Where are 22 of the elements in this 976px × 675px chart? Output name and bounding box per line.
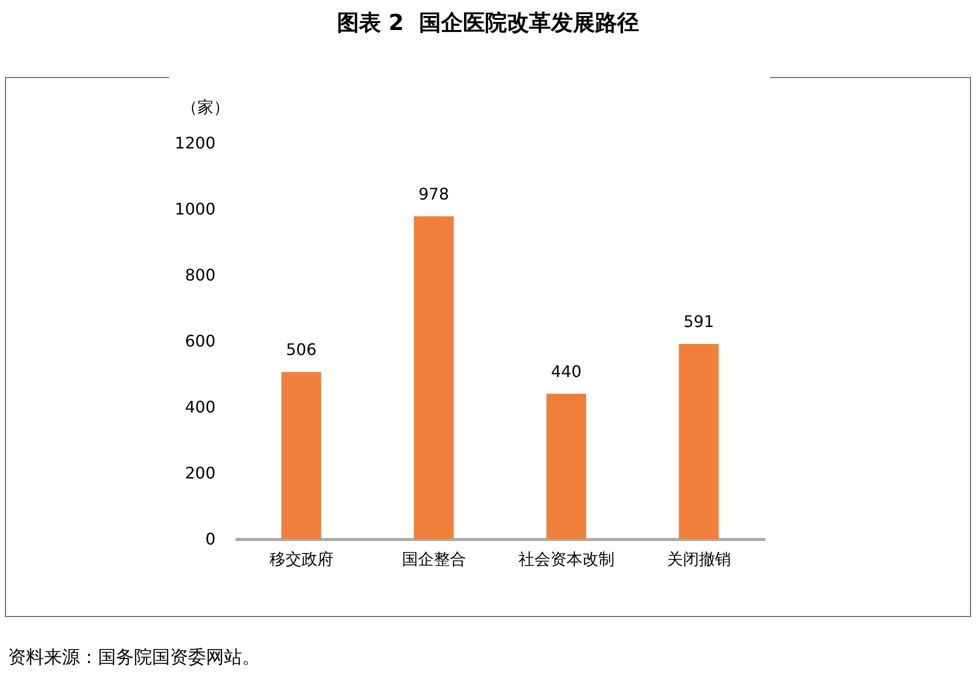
y-tick-label: 800: [184, 266, 216, 284]
x-tick-label: 关闭撤销: [666, 550, 731, 568]
y-axis-title: （家）: [182, 98, 230, 116]
x-tick-label: 国企整合: [402, 550, 466, 568]
y-tick-label: 1200: [174, 134, 216, 152]
bar: [414, 216, 454, 539]
y-tick-label: 1000: [174, 200, 216, 218]
y-tick-label: 600: [184, 332, 216, 350]
y-tick-label: 200: [184, 464, 216, 482]
chart-title: 图表 2 国企医院改革发展路径: [336, 10, 640, 38]
x-tick-label: 社会资本改制: [518, 550, 614, 568]
data-label: 591: [683, 312, 714, 331]
bar: [546, 394, 586, 539]
y-tick-label: 400: [184, 398, 216, 416]
x-tick-label: 移交政府: [269, 550, 334, 568]
data-label: 506: [286, 340, 317, 360]
text: 资料来源：国务院国资委网站。: [8, 646, 260, 669]
data-label: 978: [418, 184, 450, 204]
data-label: 440: [550, 362, 582, 381]
bar: [281, 372, 322, 539]
bar: [678, 344, 719, 539]
y-tick-label: 0: [205, 530, 216, 548]
